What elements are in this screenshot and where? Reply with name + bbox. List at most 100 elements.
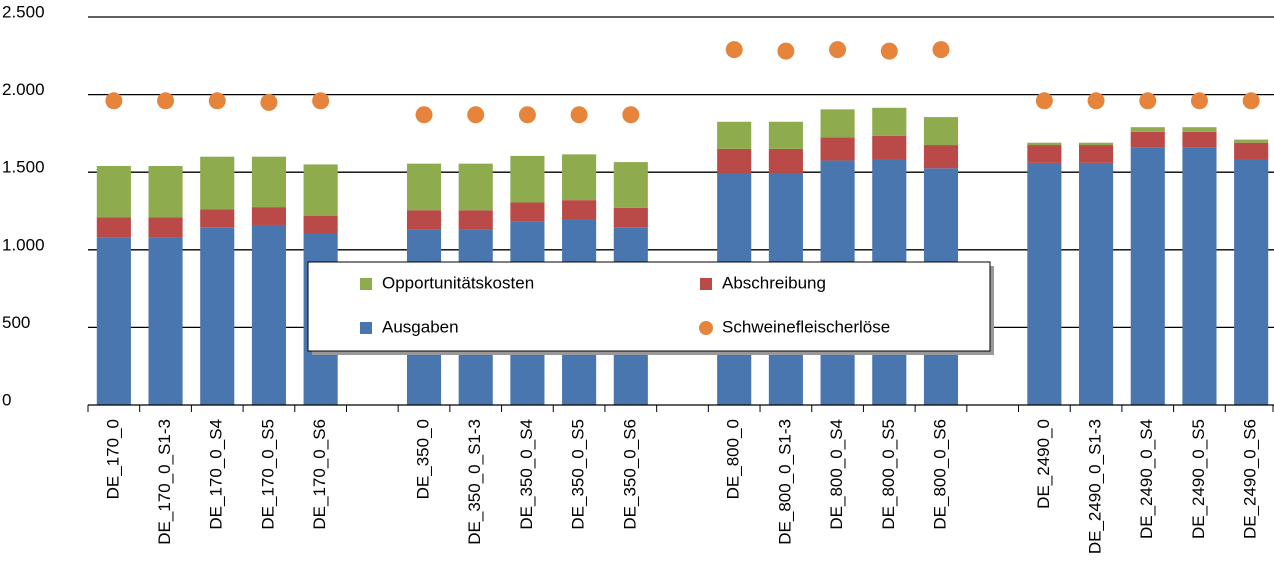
bar-segment bbox=[1079, 142, 1114, 146]
x-tick-label: DE_350_0_S5 bbox=[569, 419, 588, 530]
legend-swatch bbox=[700, 278, 712, 290]
x-tick-label: DE_2490_0_S1-3 bbox=[1086, 419, 1105, 554]
bar-segment bbox=[613, 207, 648, 228]
bar-segment bbox=[1130, 127, 1165, 132]
bar-segment bbox=[1079, 145, 1114, 163]
bar-segment bbox=[458, 163, 493, 211]
bar-segment bbox=[148, 217, 183, 238]
y-tick-label: 1.500 bbox=[2, 158, 45, 177]
legend bbox=[307, 261, 991, 352]
bar-segment bbox=[510, 202, 545, 222]
scatter-point bbox=[932, 41, 950, 59]
y-tick-label: 0 bbox=[2, 390, 11, 409]
legend-label: Schweinefleischerlöse bbox=[722, 317, 890, 336]
bar-segment bbox=[820, 137, 855, 161]
bar-segment bbox=[200, 209, 235, 228]
legend-label: Abschreibung bbox=[722, 273, 826, 292]
bar-segment bbox=[1130, 131, 1165, 148]
x-tick-label: DE_170_0_S4 bbox=[207, 419, 226, 530]
bar-segment bbox=[1079, 162, 1114, 405]
x-tick-label: DE_2490_0_S4 bbox=[1137, 419, 1156, 539]
scatter-point bbox=[1087, 92, 1105, 110]
legend-marker bbox=[699, 321, 713, 335]
bar-segment bbox=[510, 155, 545, 203]
bar-segment bbox=[251, 207, 286, 225]
scatter-point bbox=[1139, 92, 1157, 110]
bar-segment bbox=[251, 156, 286, 208]
scatter-point bbox=[1190, 92, 1208, 110]
bar-segment bbox=[406, 163, 442, 211]
x-tick-label: DE_800_0_S6 bbox=[930, 419, 949, 530]
x-tick-label: DE_800_0_S4 bbox=[827, 419, 846, 530]
bar-segment bbox=[1130, 147, 1165, 406]
scatter-point bbox=[467, 106, 485, 124]
y-tick-label: 1.000 bbox=[2, 235, 45, 254]
bar-segment bbox=[717, 148, 752, 173]
bar-segment bbox=[148, 165, 183, 218]
bar-segment bbox=[148, 237, 183, 405]
scatter-point bbox=[777, 42, 795, 60]
bar-segment bbox=[872, 135, 907, 160]
legend-swatch bbox=[360, 278, 372, 290]
bar-segment bbox=[303, 164, 338, 216]
bar-segment bbox=[1234, 139, 1269, 143]
bar-segment bbox=[613, 162, 648, 208]
bar-segment bbox=[562, 200, 597, 220]
scatter-point bbox=[1242, 92, 1260, 110]
x-tick-label: DE_2490_0_S6 bbox=[1241, 419, 1260, 539]
bar-segment bbox=[1182, 127, 1217, 132]
bar-segment bbox=[1027, 142, 1062, 146]
y-tick-label: 500 bbox=[2, 313, 30, 332]
bar-segment bbox=[768, 148, 803, 173]
scatter-point bbox=[829, 41, 847, 59]
bar-segment bbox=[406, 210, 442, 230]
scatter-point bbox=[157, 92, 175, 110]
scatter-point bbox=[518, 106, 536, 124]
bar-segment bbox=[1182, 131, 1217, 148]
x-tick-label: DE_350_0_S4 bbox=[517, 419, 536, 530]
bar-segment bbox=[1027, 162, 1062, 405]
legend-label: Opportunitätskosten bbox=[382, 273, 534, 292]
x-tick-label: DE_350_0_S6 bbox=[620, 419, 639, 530]
scatter-point bbox=[208, 92, 226, 110]
scatter-point bbox=[415, 106, 433, 124]
bar-segment bbox=[717, 121, 752, 149]
bar-segment bbox=[872, 107, 907, 136]
bar-segment bbox=[562, 154, 597, 201]
x-tick-label: DE_2490_0_S5 bbox=[1189, 419, 1208, 539]
y-tick-label: 2.000 bbox=[2, 80, 45, 99]
bar-segment bbox=[923, 145, 959, 169]
legend-label: Ausgaben bbox=[382, 317, 459, 336]
bar-segment bbox=[96, 237, 131, 405]
bar-segment bbox=[1182, 147, 1217, 406]
bar-segment bbox=[820, 109, 855, 138]
x-tick-label: DE_350_0 bbox=[414, 419, 433, 499]
x-tick-label: DE_170_0_S1-3 bbox=[155, 419, 174, 545]
bar-segment bbox=[923, 117, 959, 146]
bar-segment bbox=[1234, 159, 1269, 405]
scatter-point bbox=[260, 93, 278, 111]
x-tick-label: DE_170_0_S5 bbox=[258, 419, 277, 530]
scatter-point bbox=[725, 41, 743, 59]
scatter-point bbox=[570, 106, 588, 124]
bar-segment bbox=[251, 224, 286, 405]
y-tick-label: 2.500 bbox=[2, 2, 45, 21]
x-tick-label: DE_800_0_S5 bbox=[879, 419, 898, 530]
bar-segment bbox=[1027, 145, 1062, 163]
bar-segment bbox=[458, 210, 493, 230]
scatter-point bbox=[312, 92, 330, 110]
scatter-point bbox=[622, 106, 640, 124]
x-tick-label: DE_170_0 bbox=[103, 419, 122, 499]
x-tick-label: DE_170_0_S6 bbox=[310, 419, 329, 530]
bar-segment bbox=[768, 121, 803, 149]
x-tick-label: DE_800_0_S1-3 bbox=[775, 419, 794, 545]
scatter-point bbox=[880, 42, 898, 60]
x-tick-label: DE_2490_0 bbox=[1034, 419, 1053, 509]
bar-segment bbox=[1234, 142, 1269, 160]
bar-segment bbox=[200, 156, 235, 210]
x-tick-label: DE_800_0 bbox=[724, 419, 743, 499]
bar-segment bbox=[200, 227, 235, 405]
legend-swatch bbox=[360, 322, 372, 334]
bar-segment bbox=[96, 165, 131, 218]
